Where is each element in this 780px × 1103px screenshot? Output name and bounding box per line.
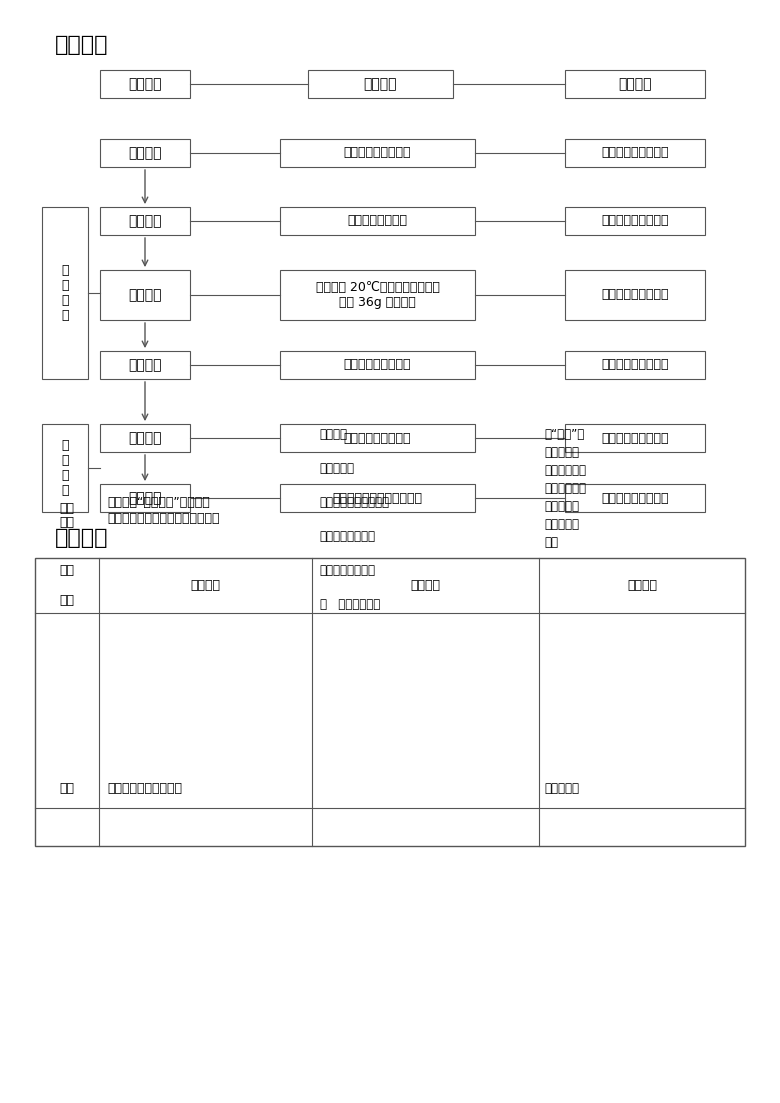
Text: 概念理解: 概念理解 <box>128 288 161 302</box>
Bar <box>42 424 88 512</box>
Bar <box>565 69 705 98</box>
Text: 定量分析、定性判断: 定量分析、定性判断 <box>601 358 668 372</box>
Bar <box>280 207 475 235</box>
Text: 数据信息如何处理？: 数据信息如何处理？ <box>344 431 411 445</box>
Text: 怎样理解 20℃时，氯化钓的溶解
度是 36g 的含义？: 怎样理解 20℃时，氯化钓的溶解 度是 36g 的含义？ <box>316 281 439 309</box>
Bar <box>565 270 705 320</box>
Bar <box>100 424 190 452</box>
Text: 活动一：比较溶解能力: 活动一：比较溶解能力 <box>107 782 182 795</box>
Bar <box>308 69 453 98</box>
Text: 问题主线: 问题主线 <box>363 77 397 92</box>
Text: 观看视频，分析结果: 观看视频，分析结果 <box>601 147 668 160</box>
Text: 教学

环节: 教学 环节 <box>59 564 74 607</box>
Text: 概念运用: 概念运用 <box>128 358 161 372</box>
Text: 方法探究: 方法探究 <box>128 431 161 445</box>
Text: 怎样比出游泳冠军？: 怎样比出游泳冠军？ <box>344 147 411 160</box>
Bar <box>280 270 475 320</box>
Text: 图表分析，解释判断: 图表分析，解释判断 <box>601 492 668 504</box>
Bar <box>280 351 475 379</box>
Bar <box>280 139 475 167</box>
Text: 数学工具、技术融合: 数学工具、技术融合 <box>601 431 668 445</box>
Bar <box>100 270 190 320</box>
Text: 图、表能否解决实际问题？: 图、表能否解决实际问题？ <box>332 492 423 504</box>
Text: 教学过程: 教学过程 <box>55 528 108 548</box>
Text: 教学环节: 教学环节 <box>128 77 161 92</box>
Bar <box>565 207 705 235</box>
Text: 教师活动: 教师活动 <box>190 579 221 592</box>
Text: 创情
激趣: 创情 激趣 <box>59 502 74 529</box>
Text: 怎样判断溶液状态？: 怎样判断溶液状态？ <box>344 358 411 372</box>
Bar <box>100 69 190 98</box>
Text: 学生活动: 学生活动 <box>410 579 441 592</box>
Bar <box>42 207 88 379</box>
Bar <box>565 351 705 379</box>
Text: 概
念
建
构: 概 念 建 构 <box>62 264 69 322</box>
Text: 【视频】“洪荒之力”获铜牌。
【问题】游泳比赛如何比出冠军？: 【视频】“洪荒之力”获铜牌。 【问题】游泳比赛如何比出冠军？ <box>107 496 219 525</box>
Text: 实验探究，形成概念: 实验探究，形成概念 <box>601 214 668 227</box>
Text: 方法运用: 方法运用 <box>128 491 161 505</box>
Text: 谁的溶解能力强？: 谁的溶解能力强？ <box>348 214 407 227</box>
Text: 教学流程: 教学流程 <box>55 35 108 55</box>
Bar <box>35 558 745 846</box>
Bar <box>565 484 705 512</box>
Bar <box>280 424 475 452</box>
Text: 观看视频

分析得出：

条件一：同一开始时间

条件二：同一泳池

条件三：同一距离

测   量：完成时间: 观看视频 分析得出： 条件一：同一开始时间 条件二：同一泳池 条件三：同一距离 … <box>320 428 390 611</box>
Text: 自主利用控: 自主利用控 <box>544 782 579 795</box>
Text: 概念: 概念 <box>59 782 74 795</box>
Text: 方
法
习
得: 方 法 习 得 <box>62 439 69 497</box>
Bar <box>100 484 190 512</box>
Text: 设计意图: 设计意图 <box>627 579 657 592</box>
Text: 创情激趣: 创情激趣 <box>128 146 161 160</box>
Text: 师生活动: 师生活动 <box>619 77 652 92</box>
Bar <box>100 139 190 167</box>
Bar <box>280 484 475 512</box>
Text: 借“网红”找
准学生兴趣
点，迅速吸引
学生注意力，
体会比赛设
计中的控制
变量: 借“网红”找 准学生兴趣 点，迅速吸引 学生注意力， 体会比赛设 计中的控制 变… <box>544 428 586 549</box>
Bar <box>565 424 705 452</box>
Text: 概念形成: 概念形成 <box>128 214 161 228</box>
Text: 真假辨析，理解概念: 真假辨析，理解概念 <box>601 289 668 301</box>
Bar <box>565 139 705 167</box>
Bar <box>100 351 190 379</box>
Bar <box>100 207 190 235</box>
